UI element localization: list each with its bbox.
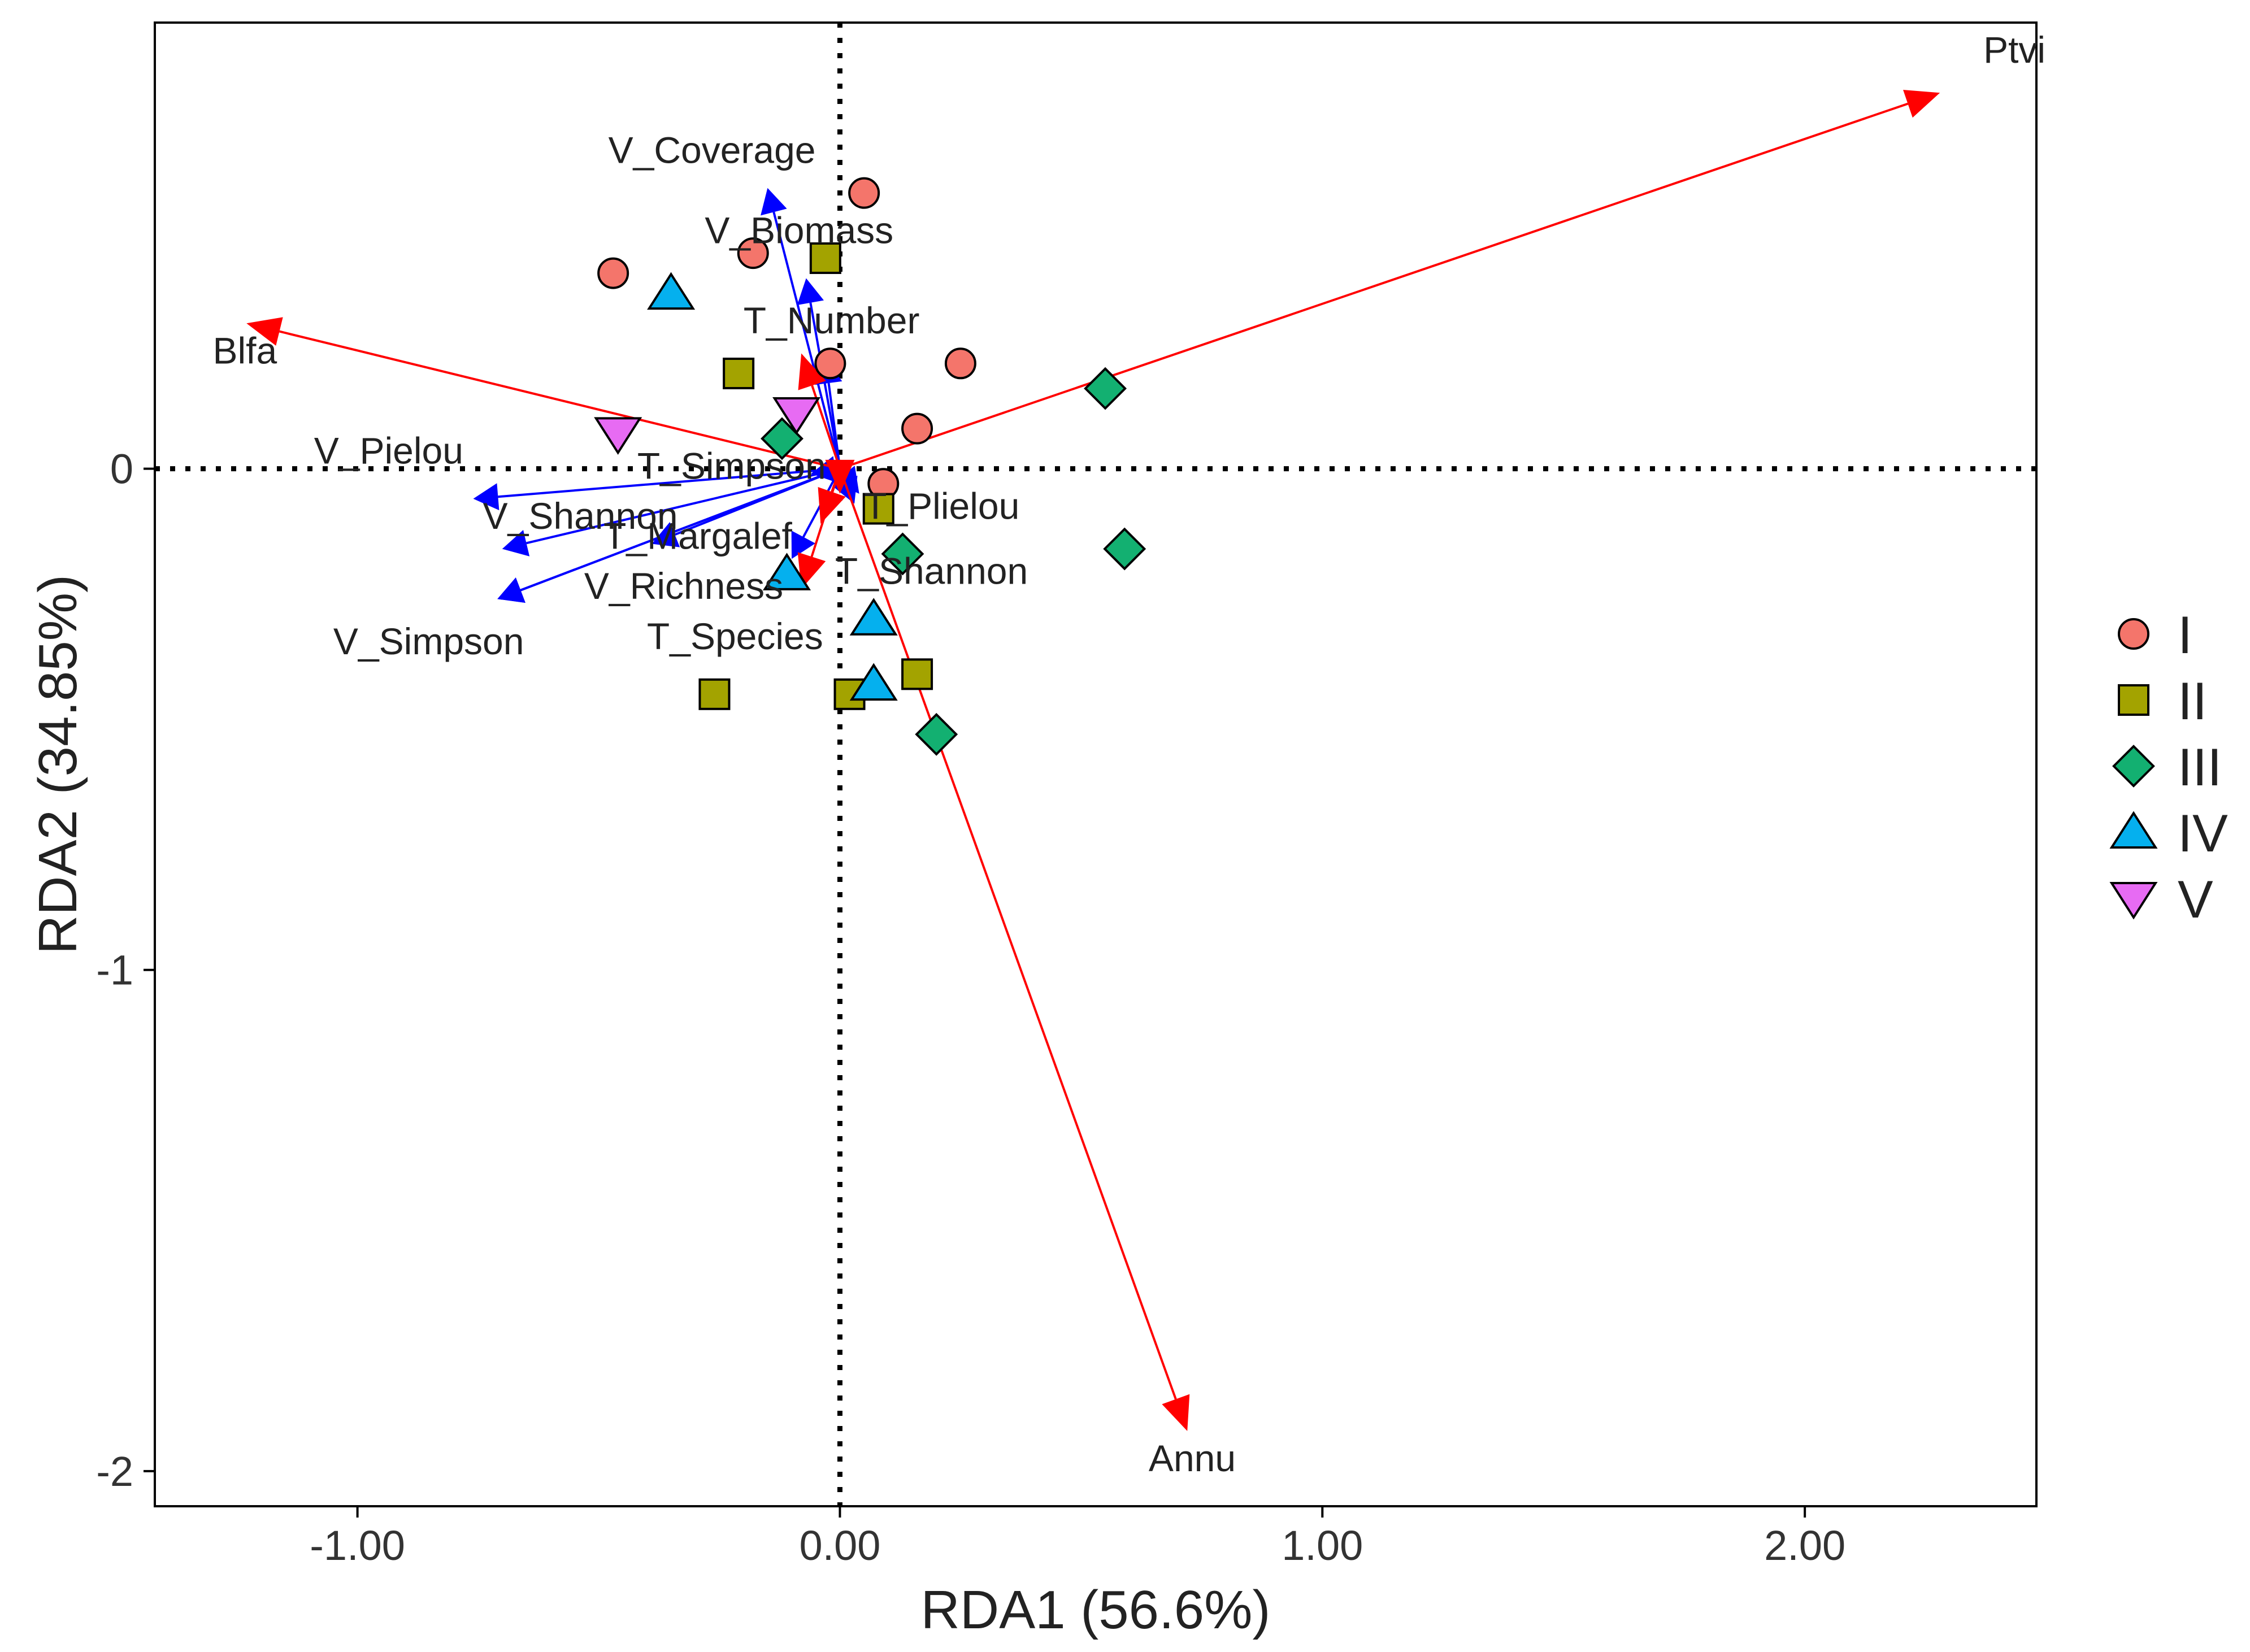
y-tick-label: -2	[96, 1448, 133, 1495]
point-group-iv	[849, 598, 898, 636]
diversity-label-t-simpson: T_Simpson	[637, 445, 826, 486]
x-axis-title: RDA1 (56.6%)	[921, 1580, 1271, 1640]
x-axis-ticks: -1.00 0.00 1.00 2.00	[310, 1506, 1845, 1569]
diversity-label-v-richness: V_Richness	[584, 565, 783, 607]
diversity-label-v-biomass: V_Biomass	[705, 209, 893, 251]
point-group-iv	[647, 272, 696, 310]
diversity-arrowhead-t-species	[791, 531, 815, 559]
plot-frame	[154, 21, 2038, 1507]
diversity-arrow-t-number	[827, 382, 841, 469]
species-arrowhead-unlabeled	[825, 459, 855, 494]
diversity-label-v-coverage: V_Coverage	[609, 129, 816, 171]
sample-points	[594, 177, 1146, 756]
diversity-label-v-pielou: V_Pielou	[314, 430, 463, 472]
diversity-arrow-v-pielou	[498, 467, 840, 498]
arrow-labels: Ptvi Blfa Annu V_Coverage V_Biomass T_Number V…	[212, 29, 2045, 1479]
species-arrow-annu	[839, 468, 1177, 1400]
species-label-blfa: Blfa	[212, 329, 277, 371]
point-group-i	[597, 257, 629, 289]
diversity-arrowhead-v-simpson	[497, 577, 525, 603]
diversity-label-t-margalef: T_Margalef	[603, 515, 792, 557]
species-label-ptvi: Ptvi	[1983, 29, 2045, 71]
diversity-label-t-plielou: T_Plielou	[864, 485, 1019, 527]
legend-label-i: I	[2178, 605, 2192, 664]
diversity-arrow-v-coverage	[772, 211, 841, 469]
diversity-label-t-number: T_Number	[744, 299, 920, 341]
diversity-arrow-v-shannon	[526, 467, 840, 545]
diversity-arrowhead-v-coverage	[761, 188, 787, 216]
point-group-iv	[849, 663, 898, 701]
diversity-arrowhead-v-pielou	[473, 483, 499, 511]
point-group-i	[848, 177, 880, 209]
point-group-iii	[881, 532, 924, 576]
species-arrowhead-unlabeled	[797, 552, 826, 589]
legend-label-ii: II	[2178, 671, 2207, 731]
point-group-i	[737, 237, 769, 269]
diversity-label-v-simpson: V_Simpson	[333, 620, 524, 662]
point-group-iii	[1084, 367, 1127, 410]
legend-marker-iv	[2109, 811, 2158, 849]
point-group-ii	[809, 242, 841, 274]
legend-label-iii: III	[2178, 737, 2222, 797]
species-arrowhead-unlabeled	[818, 486, 846, 524]
diversity-arrow-v-biomass	[809, 302, 841, 469]
point-group-iv	[763, 553, 811, 590]
legend-label-iv: IV	[2178, 803, 2228, 863]
y-axis-ticks: 0 -1 -2	[96, 446, 155, 1495]
y-tick-label: 0	[110, 446, 133, 493]
species-arrowhead-unlabeled	[798, 353, 826, 390]
species-arrow-blfa	[279, 330, 840, 470]
point-group-v	[594, 417, 642, 455]
y-tick-label: -1	[96, 947, 133, 994]
point-group-v	[772, 397, 821, 435]
diversity-label-v-shannon: V_Shannon	[483, 495, 678, 537]
point-group-ii	[862, 493, 894, 525]
legend-marker-i	[2118, 618, 2149, 650]
point-group-iii	[915, 712, 958, 756]
legend-label-v: V	[2178, 870, 2213, 929]
point-group-ii	[901, 658, 933, 690]
arrows	[246, 90, 1940, 1431]
legend-marker-ii	[2118, 684, 2149, 716]
species-arrow-ptvi	[839, 102, 1909, 470]
point-group-i	[944, 347, 976, 380]
species-arrowhead-annu	[1162, 1394, 1190, 1431]
legend-marker-iii	[2112, 745, 2155, 788]
diversity-arrow-v-simpson	[520, 467, 841, 592]
x-tick-label: -1.00	[310, 1522, 405, 1569]
diversity-label-t-shannon: T_Shannon	[835, 550, 1028, 592]
species-label-annu: Annu	[1149, 1437, 1236, 1479]
diversity-arrowhead-v-biomass	[797, 278, 824, 305]
x-tick-label: 2.00	[1764, 1522, 1845, 1569]
species-arrowhead-ptvi	[1903, 90, 1940, 118]
point-group-ii	[723, 358, 755, 390]
species-arrowhead-blfa	[246, 317, 283, 346]
y-axis-title: RDA2 (34.85%)	[28, 575, 88, 954]
zero-lines	[155, 23, 2036, 1506]
point-group-iii	[1103, 527, 1146, 571]
point-group-i	[814, 347, 846, 380]
x-tick-label: 1.00	[1282, 1522, 1363, 1569]
legend-marker-v	[2109, 881, 2158, 920]
point-group-ii	[698, 678, 731, 710]
diversity-label-t-species: T_Species	[647, 615, 823, 657]
x-tick-label: 0.00	[799, 1522, 880, 1569]
point-group-i	[901, 412, 933, 445]
diversity-arrowhead-v-shannon	[502, 530, 530, 557]
